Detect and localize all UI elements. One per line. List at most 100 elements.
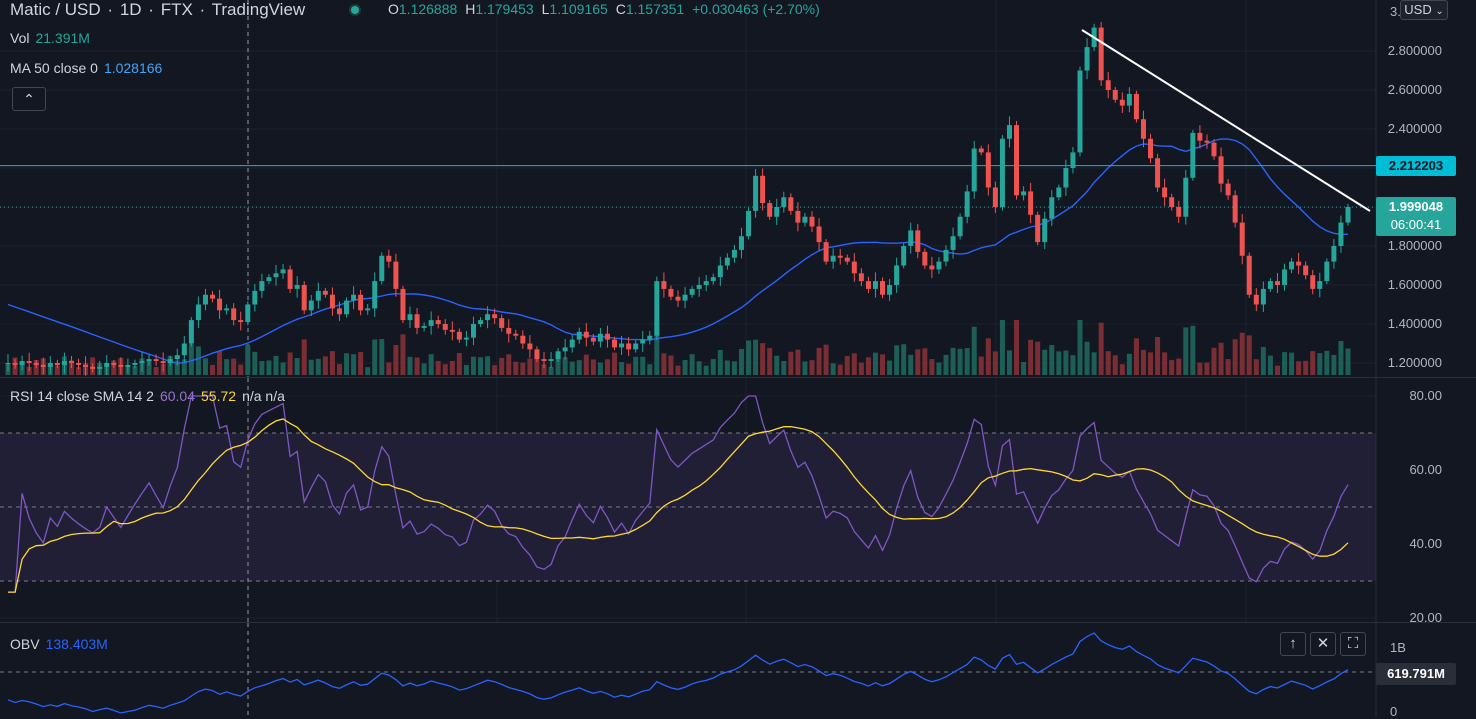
rsi-chart[interactable] (0, 378, 1476, 622)
move-pane-up-button[interactable]: ↑ (1280, 632, 1306, 656)
price-chart[interactable] (0, 0, 1476, 377)
volume-bar (238, 364, 244, 375)
volume-bar (245, 344, 251, 375)
candlestick (753, 175, 759, 211)
pane-divider[interactable] (0, 377, 1476, 378)
close-pane-button[interactable]: ✕ (1310, 632, 1336, 656)
volume-bar (1077, 320, 1083, 375)
candlestick (266, 277, 272, 282)
candlestick (1345, 207, 1351, 223)
interval[interactable]: 1D (119, 0, 142, 19)
bar-countdown: 06:00:41 (1390, 217, 1442, 232)
volume-bar (858, 362, 864, 375)
volume-bar (978, 356, 984, 375)
candlestick (47, 363, 53, 367)
candlestick (1140, 119, 1146, 139)
volume-bar (633, 356, 639, 375)
candlestick (54, 363, 60, 365)
candlestick (336, 308, 342, 315)
volume-bar (1021, 362, 1027, 375)
candlestick (308, 300, 314, 311)
candlestick (1014, 125, 1020, 196)
candlestick (1183, 177, 1189, 217)
volume-bar (753, 339, 759, 375)
candlestick (844, 257, 850, 262)
candlestick (1176, 207, 1182, 217)
volume-legend[interactable]: Vol 21.391M (10, 30, 90, 46)
volume-bar (527, 358, 533, 375)
trend-line (1081, 29, 1371, 212)
candlestick (344, 300, 350, 315)
volume-bar (724, 360, 730, 375)
candlestick (174, 355, 180, 360)
candlestick (1317, 281, 1323, 289)
obv-axis-tick: 1B (1390, 640, 1406, 655)
rsi-axis-tick: 20.00 (1409, 610, 1442, 625)
ma-legend[interactable]: MA 50 close 0 1.028166 (10, 60, 162, 76)
volume-bar (1140, 349, 1146, 375)
candlestick (703, 281, 709, 285)
candlestick (19, 361, 25, 365)
volume-bar (499, 357, 505, 375)
volume-bar (922, 348, 928, 375)
volume-bar (132, 366, 138, 375)
volume-bar (1049, 345, 1055, 375)
volume-bar (456, 353, 462, 375)
volume-bar (1155, 337, 1161, 375)
candlestick (985, 152, 991, 188)
rsi-legend[interactable]: RSI 14 close SMA 14 2 60.04 55.72 n/a n/a (10, 388, 285, 404)
currency-select-button[interactable]: USD ⌄ (1400, 0, 1448, 20)
volume-bar (1267, 355, 1273, 375)
candlestick (358, 294, 364, 311)
candlestick (590, 337, 596, 342)
volume-bar (1112, 355, 1118, 375)
pane-divider[interactable] (0, 622, 1476, 623)
volume-bar (386, 362, 392, 375)
ma-value: 1.028166 (103, 60, 163, 76)
candlestick (865, 281, 871, 289)
volume-bar (964, 347, 970, 375)
symbol-name[interactable]: Matic / USD (10, 0, 101, 19)
candlestick (569, 339, 575, 348)
candlestick (379, 255, 385, 282)
candlestick (1274, 281, 1280, 285)
candlestick (301, 285, 307, 311)
rsi-pane[interactable] (0, 378, 1476, 622)
price-axis-tick: 1.600000 (1387, 277, 1442, 292)
obv-legend[interactable]: OBV 138.403M (10, 636, 108, 652)
maximize-pane-button[interactable]: ⛶ (1340, 632, 1366, 656)
candlestick (788, 197, 794, 211)
rsi-sma-line (8, 418, 1349, 593)
candlestick (675, 296, 681, 301)
candlestick (104, 363, 110, 367)
volume-bar (865, 357, 871, 375)
horizontal-line-price-tag[interactable]: 2.212203 (1376, 156, 1456, 176)
price-pane[interactable] (0, 0, 1476, 377)
volume-bar (1246, 335, 1252, 375)
obv-price-tag[interactable]: 619.791M (1376, 663, 1456, 685)
candlestick (1331, 246, 1337, 262)
volume-bar (576, 360, 582, 375)
candlestick (61, 361, 67, 365)
symbol-header[interactable]: Matic / USD · 1D · FTX · TradingView (10, 0, 305, 20)
candlestick (1225, 183, 1231, 196)
obv-pane[interactable] (0, 623, 1476, 717)
volume-bar (379, 338, 385, 375)
volume-bar (210, 364, 216, 375)
market-status-icon[interactable] (349, 4, 361, 16)
collapse-legend-button[interactable]: ⌃ (12, 87, 46, 111)
open-label: O (388, 1, 399, 17)
volume-bar (435, 360, 441, 375)
rsi-value: 60.04 (159, 388, 196, 404)
candlestick (682, 294, 688, 301)
candlestick (428, 320, 434, 326)
candlestick (781, 197, 787, 207)
candlestick (238, 320, 244, 323)
volume-bar (985, 338, 991, 375)
volume-bar (280, 362, 286, 375)
volume-bar (682, 360, 688, 375)
obv-chart[interactable] (0, 623, 1476, 717)
last-price-tag[interactable]: 1.999048 06:00:41 (1376, 197, 1456, 236)
volume-bar (217, 351, 223, 375)
candlestick (1197, 132, 1203, 141)
